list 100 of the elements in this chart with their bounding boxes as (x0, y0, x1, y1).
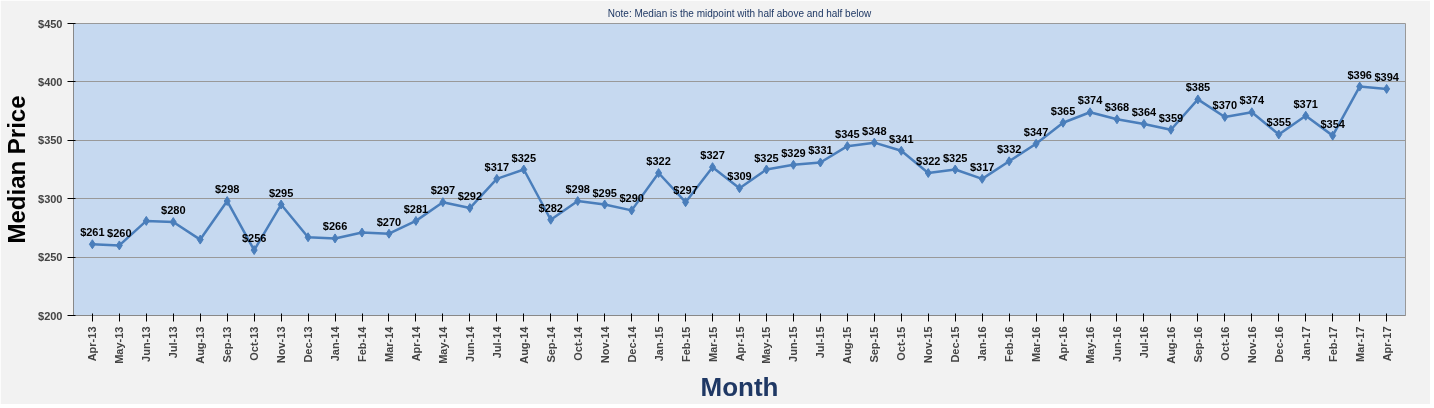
data-label: $355 (1266, 116, 1292, 129)
x-tick-label: Feb-17 (1326, 326, 1339, 362)
x-tick-label: Jun-15 (787, 326, 800, 362)
point (1302, 110, 1310, 121)
data-label: $348 (862, 124, 887, 137)
x-tick-label: May-16 (1084, 326, 1097, 364)
x-tick-label: Sep-15 (868, 326, 881, 363)
data-label: $365 (1050, 104, 1076, 117)
point (789, 159, 797, 170)
x-tick-label: Sep-13 (221, 326, 234, 363)
point (897, 145, 905, 156)
point (924, 168, 932, 178)
y-tick-label: $350 (38, 134, 63, 147)
point (1356, 81, 1364, 92)
x-tick-label: Aug-15 (841, 326, 854, 364)
point (816, 157, 824, 168)
point (250, 245, 258, 256)
x-tick-label: Dec-14 (625, 325, 638, 363)
x-tick-label: Feb-14 (356, 325, 369, 362)
point (1005, 156, 1013, 167)
point (843, 141, 851, 152)
point (628, 205, 636, 216)
point (223, 196, 231, 207)
data-label: $331 (808, 144, 833, 157)
x-tick-label: Jul-14 (490, 325, 503, 359)
x-tick-label: May-15 (760, 326, 773, 364)
point (520, 164, 528, 175)
x-tick-label: Oct-14 (571, 325, 584, 361)
data-label: $298 (565, 183, 590, 196)
data-label: $364 (1131, 105, 1158, 118)
x-tick-label: Nov-15 (922, 326, 935, 364)
x-tick-label: Aug-14 (517, 325, 530, 364)
point (169, 217, 177, 228)
data-label: $327 (700, 149, 725, 162)
chart-subtitle: Note: Median is the midpoint with half above and half below (607, 7, 873, 19)
x-tick-label: Aug-16 (1164, 326, 1177, 364)
point (601, 199, 609, 210)
point (115, 240, 123, 251)
data-label: $309 (727, 170, 752, 183)
point (951, 164, 959, 175)
data-label: $385 (1185, 81, 1211, 94)
data-label: $368 (1104, 101, 1130, 114)
point (655, 168, 663, 178)
data-label: $270 (376, 215, 402, 228)
data-label: $261 (80, 226, 105, 239)
x-tick-label: Apr-14 (409, 325, 422, 362)
point (439, 197, 447, 208)
point (682, 197, 690, 208)
data-label: $256 (241, 232, 267, 245)
x-tick-label: Jan-14 (329, 325, 342, 362)
point (358, 227, 366, 238)
data-label: $317 (484, 160, 510, 173)
x-tick-label: Jun-16 (1110, 326, 1123, 362)
x-tick-label: Apr-17 (1380, 326, 1393, 362)
data-label: $292 (457, 190, 483, 203)
point (304, 232, 312, 243)
data-label: $374 (1239, 94, 1265, 107)
data-label: $396 (1347, 68, 1372, 81)
data-label: $370 (1212, 98, 1238, 111)
x-tick-label: Jul-16 (1137, 326, 1150, 359)
data-label: $374 (1077, 94, 1104, 107)
x-tick-label: Nov-16 (1245, 326, 1258, 364)
data-label: $322 (646, 155, 671, 167)
x-tick-label: Nov-13 (275, 326, 288, 364)
data-label: $282 (538, 201, 563, 214)
x-tick-label: Jun-13 (140, 326, 153, 362)
data-label: $266 (322, 220, 348, 233)
point (1221, 111, 1229, 122)
y-tick-label: $400 (38, 75, 63, 88)
y-axis-title: Median Price (3, 95, 31, 244)
x-tick-label: Jul-13 (167, 326, 180, 359)
data-label: $325 (754, 151, 779, 164)
x-tick-label: Jan-16 (976, 326, 989, 362)
data-label: $354 (1320, 117, 1346, 130)
point (762, 164, 770, 175)
x-tick-label: Dec-13 (302, 326, 315, 363)
y-tick-label: $200 (38, 309, 63, 322)
point (1167, 124, 1175, 135)
point (1275, 129, 1283, 140)
data-label: $325 (511, 151, 537, 164)
point (1032, 138, 1040, 149)
point (412, 215, 420, 226)
x-tick-label: Jan-15 (652, 326, 665, 362)
x-tick-label: Dec-16 (1272, 326, 1285, 363)
data-label: $371 (1293, 97, 1318, 110)
x-tick-label: Oct-16 (1218, 326, 1231, 361)
point (1086, 107, 1094, 118)
x-tick-label: Aug-13 (194, 326, 207, 364)
data-label: $295 (592, 186, 617, 199)
data-label: $345 (835, 128, 860, 141)
data-label: $290 (619, 192, 644, 205)
data-label: $322 (916, 155, 941, 167)
point (870, 137, 878, 148)
point (196, 234, 204, 245)
point (1113, 114, 1121, 125)
x-tick-label: Mar-15 (706, 326, 719, 362)
point (709, 162, 717, 173)
x-tick-label: Mar-14 (382, 325, 395, 362)
x-tick-label: Sep-16 (1191, 326, 1204, 363)
point (1248, 107, 1256, 118)
